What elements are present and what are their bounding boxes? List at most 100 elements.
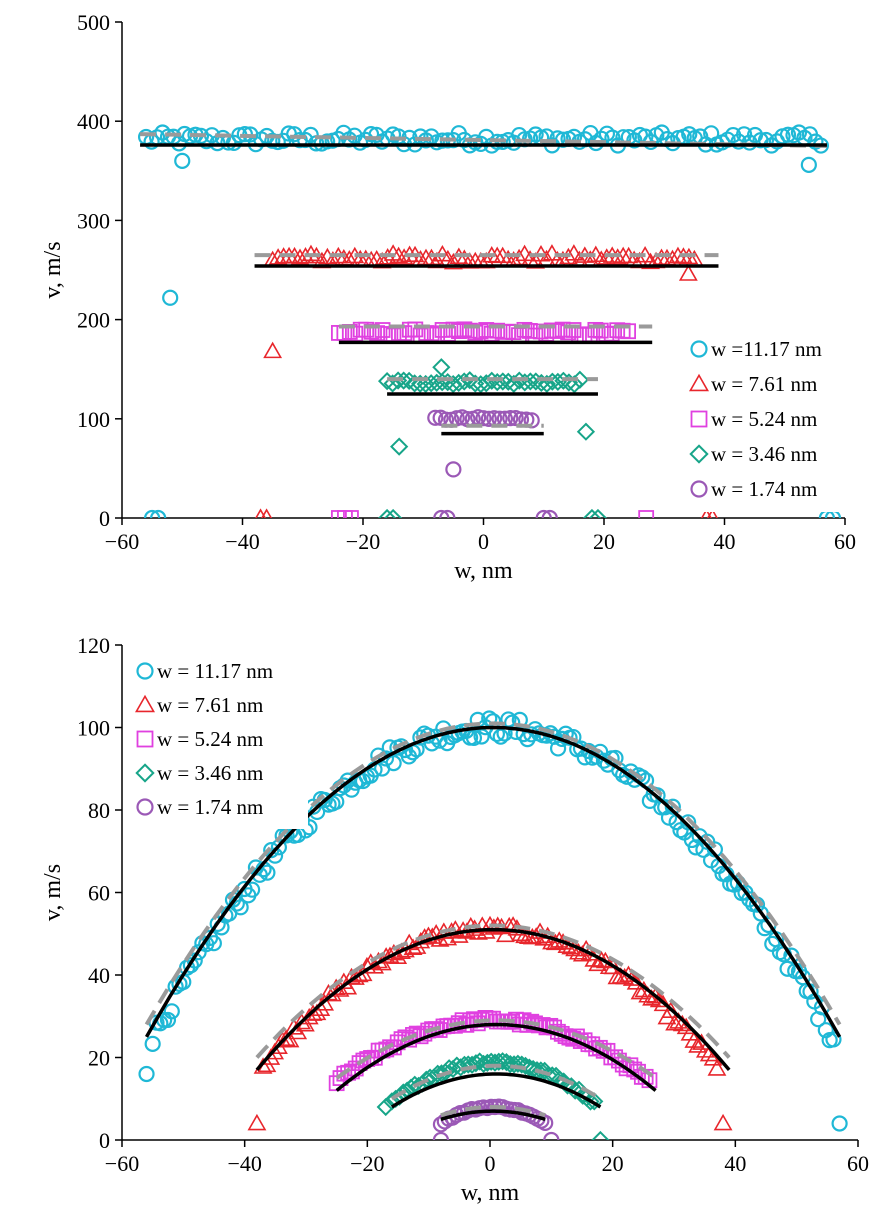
data-point <box>549 323 566 339</box>
data-point <box>541 509 558 518</box>
series-2 <box>254 244 719 518</box>
legend-marker <box>690 480 708 498</box>
data-point <box>433 509 450 518</box>
data-point <box>205 935 222 952</box>
data-point <box>678 264 698 281</box>
data-point <box>138 1065 155 1083</box>
data-point <box>622 969 642 986</box>
data-point <box>576 422 596 441</box>
y-tick-label: 100 <box>77 716 110 741</box>
y-tick-label: 200 <box>77 308 110 333</box>
y-tick-label: 100 <box>77 407 110 432</box>
legend-label: w = 3.46 nm <box>711 442 817 466</box>
legend-label: w = 7.61 nm <box>157 693 263 717</box>
legend-marker <box>688 373 710 392</box>
y-tick-label: 500 <box>77 10 110 35</box>
data-point <box>543 1131 560 1140</box>
data-point <box>343 510 359 518</box>
x-tick-label: 40 <box>724 1151 746 1176</box>
data-point <box>572 740 590 757</box>
fit-curve-dashed <box>144 721 842 1026</box>
data-point <box>565 322 582 338</box>
legend-label: w = 5.24 nm <box>711 407 817 431</box>
data-point <box>511 327 527 344</box>
x-tick-label: 60 <box>847 1151 869 1176</box>
data-point <box>383 244 403 261</box>
data-point <box>626 973 646 990</box>
data-point <box>345 968 365 985</box>
data-point <box>566 1081 585 1100</box>
data-point <box>144 509 161 518</box>
data-point <box>535 509 552 518</box>
series-4 <box>377 358 608 518</box>
data-point <box>516 321 533 338</box>
data-point <box>247 1113 267 1131</box>
y-tick-label: 40 <box>88 963 110 988</box>
data-point <box>706 508 718 518</box>
data-point <box>630 982 650 1000</box>
legend: w =11.17 nm w = 7.61 nm w = 5.24 nm w = 3.4… <box>687 331 862 512</box>
series-5 <box>427 409 558 518</box>
data-point <box>707 1059 727 1076</box>
data-point <box>502 410 519 427</box>
data-point <box>384 508 403 518</box>
data-point <box>374 322 391 338</box>
data-point <box>376 1097 395 1117</box>
x-tick-label: 40 <box>714 529 736 554</box>
legend-background <box>133 653 308 829</box>
top-chart: −60 −40 −20 0 20 40 60 0 100 200 300 400 500 w, nm v, … <box>40 10 862 584</box>
data-point <box>255 508 267 518</box>
data-point <box>163 1003 180 1020</box>
data-point <box>790 124 808 141</box>
fit-line-dashed <box>140 132 827 148</box>
data-point <box>492 728 509 745</box>
data-point <box>182 957 200 974</box>
data-point <box>531 1061 550 1080</box>
legend-marker <box>689 444 709 464</box>
data-point <box>465 729 483 746</box>
fit-curve-solid <box>440 1109 546 1122</box>
legend-label: w = 1.74 nm <box>711 477 817 501</box>
fit-curve-solid <box>255 927 731 1072</box>
data-point <box>475 410 492 427</box>
data-point <box>661 1001 681 1019</box>
data-point <box>480 410 497 427</box>
x-tick-label: −20 <box>350 1151 384 1176</box>
y-tick-label: 60 <box>88 881 110 906</box>
data-point <box>390 437 409 456</box>
data-point <box>263 341 283 359</box>
series-5 <box>432 1098 560 1140</box>
y-axis-label: v, m/s <box>40 864 66 921</box>
y-axis-label: v, m/s <box>40 241 66 298</box>
legend-marker <box>690 340 708 358</box>
data-point <box>349 965 369 983</box>
y-tick-label: 300 <box>77 208 110 233</box>
data-point <box>549 740 567 757</box>
legend-label: w = 1.74 nm <box>157 795 263 819</box>
data-point <box>582 508 602 518</box>
data-point <box>620 323 636 340</box>
plot-area <box>138 124 842 518</box>
data-point <box>358 321 375 338</box>
data-point <box>588 508 608 518</box>
legend-label: w = 11.17 nm <box>157 659 273 683</box>
data-point <box>779 126 797 143</box>
data-point <box>532 323 549 340</box>
data-point <box>588 954 608 972</box>
data-point <box>259 864 276 881</box>
data-point <box>174 152 191 169</box>
fit-curve-dashed <box>390 1063 602 1101</box>
data-point <box>456 321 473 338</box>
data-point <box>713 1113 733 1131</box>
data-point <box>554 321 571 338</box>
data-point <box>444 375 463 394</box>
y-tick-label: 400 <box>77 109 110 134</box>
data-point <box>443 252 463 270</box>
x-tick-label: −40 <box>225 529 259 554</box>
data-point <box>501 1054 520 1074</box>
fit-curve-dashed <box>440 1105 546 1118</box>
data-point <box>626 132 643 149</box>
x-tick-label: 0 <box>485 1151 496 1176</box>
data-point <box>432 358 451 377</box>
legend-marker <box>136 798 154 816</box>
